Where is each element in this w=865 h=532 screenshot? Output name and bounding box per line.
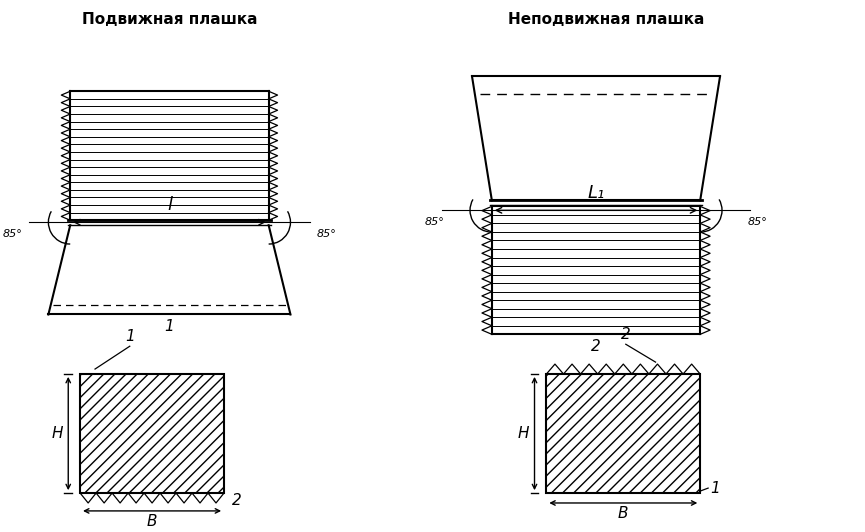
Text: L₁: L₁: [587, 185, 605, 202]
Text: H: H: [52, 426, 63, 441]
Text: 1: 1: [164, 319, 175, 335]
Text: Подвижная плашка: Подвижная плашка: [81, 12, 257, 27]
Text: 1: 1: [710, 480, 720, 496]
Text: l: l: [167, 196, 172, 214]
Text: 85°: 85°: [425, 217, 445, 227]
Text: 2: 2: [591, 339, 601, 354]
Bar: [80, 374, 224, 493]
Text: H: H: [518, 426, 529, 441]
Text: 2: 2: [232, 494, 241, 509]
Text: 85°: 85°: [317, 229, 336, 239]
Text: 85°: 85°: [3, 229, 22, 239]
Bar: [547, 374, 700, 493]
Text: B: B: [147, 514, 157, 529]
Text: 1: 1: [125, 329, 135, 344]
Text: 2: 2: [621, 327, 631, 342]
Text: Неподвижная плашка: Неподвижная плашка: [508, 12, 704, 27]
Text: 85°: 85°: [748, 217, 767, 227]
Text: B: B: [618, 506, 629, 521]
